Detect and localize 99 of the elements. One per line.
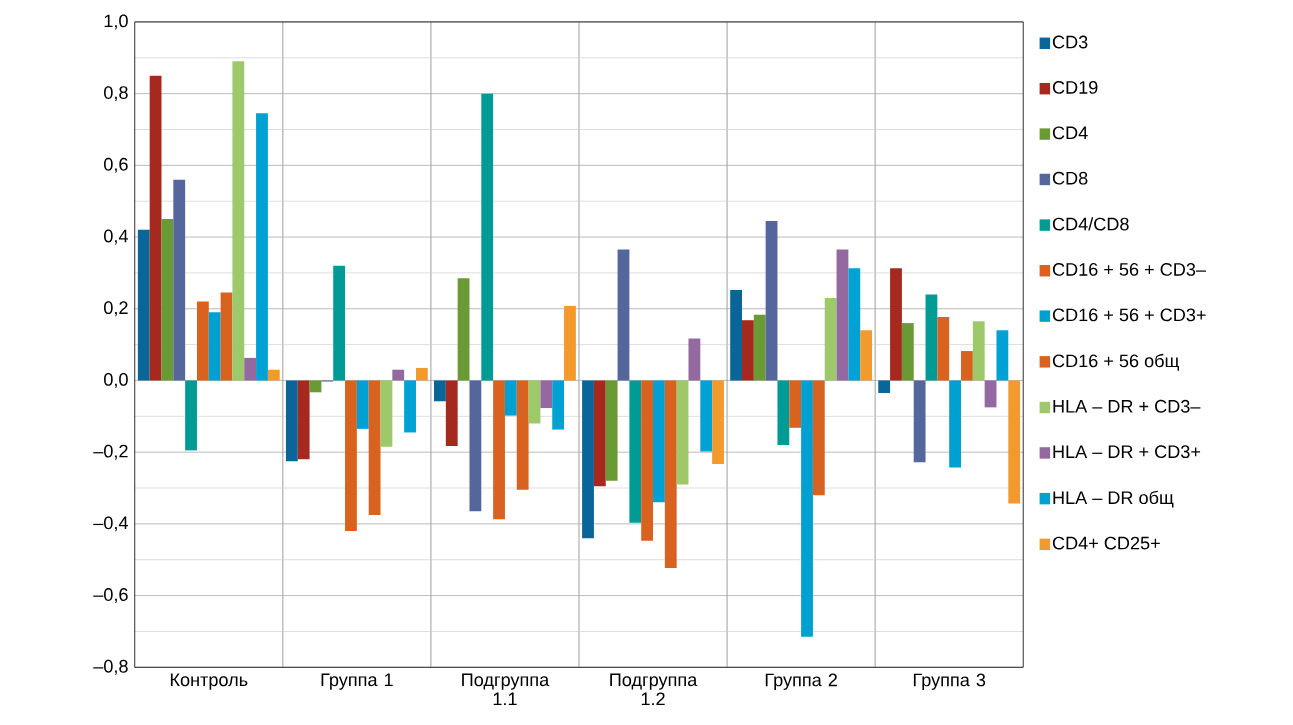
x-tick-label: Контроль [170,673,248,690]
bar [528,380,541,424]
x-tick-label: Подгруппа 1.1 [462,673,550,706]
bar [380,380,393,448]
bar [742,320,754,381]
x-tick-label: Подгруппа 1.2 [610,673,698,706]
bar [137,230,150,381]
x-tick-label: Группа 2 [765,673,837,691]
bar [961,351,973,381]
legend-label: HLA – DR + CD3– [1053,400,1201,413]
bar [309,380,322,393]
bar [676,380,689,485]
bar [901,323,914,381]
bar [196,301,209,381]
bar [297,380,310,460]
bar [777,380,790,446]
bar [161,219,174,381]
y-tick-label: 0,4 [104,229,128,245]
bar [860,330,873,381]
bar [564,306,576,381]
bar [617,249,630,381]
legend-label: CD8 [1052,172,1088,185]
bar [593,380,606,487]
bar [244,358,257,381]
bar [149,75,162,381]
x-tick-label: Группа 1 [321,673,393,690]
bar [481,93,494,381]
bar [368,380,381,516]
y-tick-label: 0,2 [104,301,128,317]
bar [629,380,642,524]
x-tick-label: Группа 3 [913,673,986,691]
bar [173,179,186,381]
y-tick-label: 1,0 [104,14,128,30]
bar [516,380,529,491]
bar [333,265,346,381]
bar [434,380,446,402]
bar [469,380,482,512]
bar [552,380,565,430]
bar [996,330,1009,381]
bar [972,321,985,381]
legend-label: HLA – DR + CD3+ [1053,445,1201,459]
bar [404,380,416,433]
bar [753,315,766,381]
bar [493,380,505,520]
bar [801,380,813,638]
bar [457,278,470,381]
bar [232,61,245,381]
y-tick-label: 0,0 [104,373,128,389]
bar [664,380,677,569]
legend-label: CD16 + 56 общ [1052,354,1180,371]
bar [925,294,938,381]
bar [356,380,369,430]
bar [700,380,713,452]
bar [653,380,665,503]
bar [765,221,778,381]
y-tick-label: 0,8 [104,86,128,102]
bar [220,292,233,381]
legend-label: CD3 [1052,35,1088,49]
y-tick-label: –0,8 [93,660,128,676]
bar [285,380,298,462]
bar [730,290,742,381]
legend-label: CD4+ CD25+ [1052,536,1160,550]
legend-label: CD19 [1052,81,1098,95]
bar [890,268,902,381]
bar [504,380,517,416]
bar [641,380,654,541]
bar [712,380,724,465]
bar [789,380,802,429]
bar [445,380,458,447]
bar [937,317,950,381]
bar [878,380,891,394]
bar [415,368,428,381]
bar [848,268,861,381]
bar [812,380,825,496]
legend-label: CD16 + 56 + CD3– [1052,263,1206,277]
y-tick-label: –0,6 [93,588,128,604]
bar [345,380,357,532]
legend-label: CD16 + 56 + CD3+ [1052,308,1206,322]
bar [836,249,849,381]
y-tick-label: 0,6 [104,158,128,174]
bar [256,113,268,381]
bar [185,380,197,451]
y-tick-label: –0,4 [93,516,128,532]
bar [984,380,997,408]
bar [540,380,553,409]
legend-label: CD4 [1052,126,1088,140]
bar [824,298,837,381]
legend-label: CD4/CD8 [1052,217,1129,231]
bar [688,338,701,381]
legend-label: HLA – DR общ [1053,490,1174,508]
bar [605,380,618,482]
bar [949,380,961,468]
bar [267,369,280,381]
bar [913,380,926,463]
bar [392,369,405,381]
y-tick-label: –0,2 [93,444,128,460]
bar [1008,380,1021,504]
bar [582,380,594,539]
bar [208,312,221,381]
